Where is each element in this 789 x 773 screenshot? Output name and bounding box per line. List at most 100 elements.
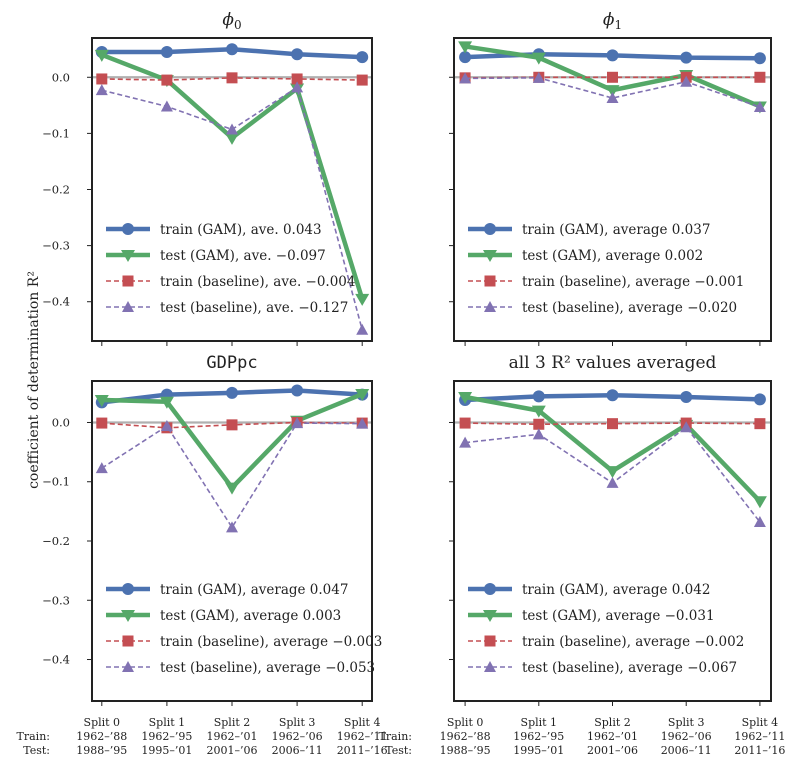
data-point [531, 405, 546, 418]
x-tick-test-period: 2011–’16 [337, 744, 388, 757]
plot-frame [453, 380, 772, 702]
series-test-gam- [94, 49, 370, 306]
legend-entry: test (baseline), average −0.020 [468, 300, 737, 316]
data-point [753, 516, 766, 528]
data-point [291, 417, 304, 429]
data-point [607, 418, 618, 430]
data-point [160, 420, 173, 432]
legend-entry: test (baseline), average −0.067 [468, 660, 737, 676]
legend-entry: test (GAM), average −0.031 [468, 608, 715, 624]
series-train-gam- [95, 43, 369, 64]
data-point [458, 41, 473, 54]
legend-label: train (GAM), average 0.037 [522, 222, 710, 238]
legend-marker [122, 275, 134, 287]
legend-marker [484, 661, 496, 672]
data-point [356, 74, 368, 86]
data-point [606, 49, 619, 62]
legend-marker [484, 275, 496, 287]
x-tick-label: Split 4 [344, 716, 381, 729]
legend-label: test (GAM), average 0.003 [160, 608, 341, 624]
legend-label: test (baseline), ave. −0.127 [160, 300, 348, 316]
series-test-baseline- [459, 71, 766, 113]
x-tick-train-period: 1962–’88 [76, 730, 127, 743]
legend-entry: train (GAM), ave. 0.043 [106, 222, 322, 238]
chart-title: ϕ1 [603, 10, 622, 32]
y-tick-label: 0.0 [52, 70, 70, 84]
legend-label: test (GAM), average 0.002 [522, 248, 703, 264]
panel-1: ϕ1 train (GAM), average 0.037 test (GAM), … [449, 10, 772, 346]
data-point [159, 396, 174, 409]
row-label-train: Train: [17, 730, 50, 743]
data-point [226, 43, 238, 56]
legend-entry: test (baseline), average −0.053 [106, 660, 375, 676]
data-point [532, 71, 545, 83]
x-row-labels: Train:Test:Train:Test: [17, 730, 412, 757]
legend-marker [122, 635, 134, 647]
legend-marker [121, 250, 135, 262]
x-tick-train-period: 1962–’06 [272, 730, 323, 743]
legend-entry: train (baseline), average −0.001 [468, 274, 744, 290]
series-test-baseline- [459, 421, 766, 528]
data-point [291, 81, 304, 93]
panel-0: 0.0 −0.1 −0.2 −0.3 −0.4 ϕ0 train (GAM), ave. 0… [42, 10, 373, 346]
x-tick-test-period: 2011–’16 [734, 744, 785, 757]
data-point [291, 48, 304, 61]
legend-marker [483, 250, 497, 262]
chart-title: ϕ0 [222, 10, 241, 32]
x-tick-label: Split 3 [668, 716, 705, 729]
legend-marker [122, 583, 134, 595]
data-point [226, 123, 238, 135]
legend-marker [484, 301, 496, 312]
data-point [96, 73, 108, 85]
legend-label: test (baseline), average −0.020 [522, 300, 737, 316]
data-point [459, 51, 472, 64]
x-tick-test-period: 2001–’06 [207, 744, 258, 757]
legend-label: train (baseline), ave. −0.004 [160, 274, 355, 290]
x-tick-test-period: 1988–’95 [76, 744, 127, 757]
x-tick-train-period: 1962–’88 [440, 730, 491, 743]
x-tick-label: Split 3 [279, 716, 316, 729]
legend-label: train (baseline), average −0.002 [522, 634, 744, 650]
data-point [95, 462, 108, 474]
data-point [291, 384, 304, 397]
data-point [753, 101, 766, 113]
data-point [606, 92, 619, 104]
data-point [226, 419, 238, 431]
legend-entry: test (baseline), ave. −0.127 [106, 300, 348, 316]
series-line [465, 77, 761, 108]
x-tick-train-period: 1962–’11 [734, 730, 785, 743]
x-tick-test-period: 1995–’01 [513, 744, 564, 757]
x-tick-test-period: 2006–’11 [272, 744, 323, 757]
data-point [754, 418, 766, 430]
chart-title: all 3 R² values averaged [509, 353, 717, 373]
x-tick-test-period: 2006–’11 [661, 744, 712, 757]
legend-marker [484, 635, 496, 647]
data-point [226, 386, 238, 399]
legend-entry: train (baseline), ave. −0.004 [106, 274, 355, 290]
data-point [291, 73, 303, 85]
data-point [680, 421, 693, 433]
legend-label: test (baseline), average −0.067 [522, 660, 737, 676]
series-train-gam- [459, 389, 766, 406]
legend-entry: test (GAM), ave. −0.097 [106, 248, 326, 264]
x-tick-test-period: 1995–’01 [141, 744, 192, 757]
data-point [753, 52, 766, 65]
legend-marker [484, 583, 496, 595]
data-point [680, 75, 693, 87]
row-label-train: Train: [379, 730, 412, 743]
legend-entry: train (baseline), average −0.003 [106, 634, 382, 650]
data-point [606, 476, 619, 488]
legend-entry: train (GAM), average 0.037 [468, 222, 710, 238]
x-tick-train-period: 1962–’95 [513, 730, 564, 743]
row-label-test: Test: [23, 744, 50, 757]
legend-label: train (GAM), average 0.047 [160, 582, 348, 598]
x-tick-label: Split 1 [521, 716, 558, 729]
legend-label: test (GAM), ave. −0.097 [160, 248, 326, 264]
panel-3: all 3 R² values averaged train (GAM), ave… [440, 353, 786, 757]
data-point [532, 390, 545, 403]
y-tick-label: −0.3 [42, 593, 70, 607]
x-tick-train-period: 1962–’11 [337, 730, 388, 743]
plot-frame [91, 37, 373, 342]
y-tick-label: −0.4 [42, 653, 70, 667]
